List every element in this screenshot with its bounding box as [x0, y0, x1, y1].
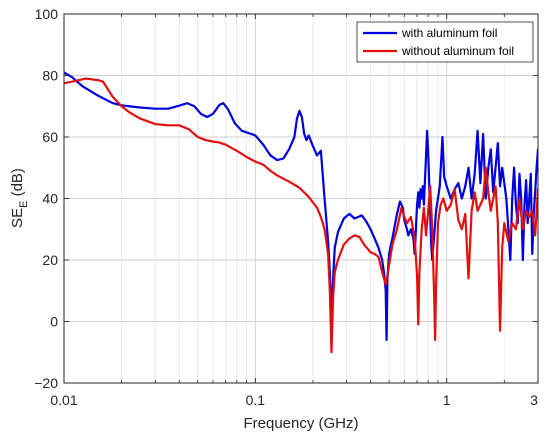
- y-tick-label: 60: [42, 129, 58, 145]
- x-tick-label: 1: [443, 392, 451, 408]
- x-tick-label: 0.01: [50, 392, 77, 408]
- y-tick-label: 80: [42, 68, 58, 84]
- x-tick-labels: 0.01 0.1 1 3: [50, 392, 538, 408]
- y-tick-label: 20: [42, 252, 58, 268]
- y-tick-label: 100: [35, 6, 59, 22]
- x-axis-label: Frequency (GHz): [243, 415, 358, 432]
- y-axis-label-main: SE: [9, 208, 26, 228]
- legend-entry-without-foil: without aluminum foil: [401, 44, 514, 58]
- y-tick-label: −20: [34, 375, 58, 391]
- legend-entry-with-foil: with aluminum foil: [401, 26, 497, 40]
- series-group: [64, 71, 538, 354]
- y-axis-label-subscript: E: [18, 201, 30, 208]
- tick-marks: [63, 13, 539, 384]
- x-tick-label: 3: [530, 392, 538, 408]
- legend-box: [356, 21, 534, 63]
- y-tick-label: 0: [50, 314, 58, 330]
- x-tick-label: 0.1: [246, 392, 266, 408]
- y-tick-label: 40: [42, 191, 58, 207]
- series-line-with-foil: [64, 71, 538, 342]
- y-axis-label: SEE (dB): [9, 168, 30, 228]
- series-line-without-foil: [64, 77, 538, 354]
- y-axis-label-unit: (dB): [9, 168, 26, 201]
- legend: with aluminum foil without aluminum foil: [356, 21, 534, 63]
- y-tick-labels: −20 0 20 40 60 80 100: [34, 6, 58, 391]
